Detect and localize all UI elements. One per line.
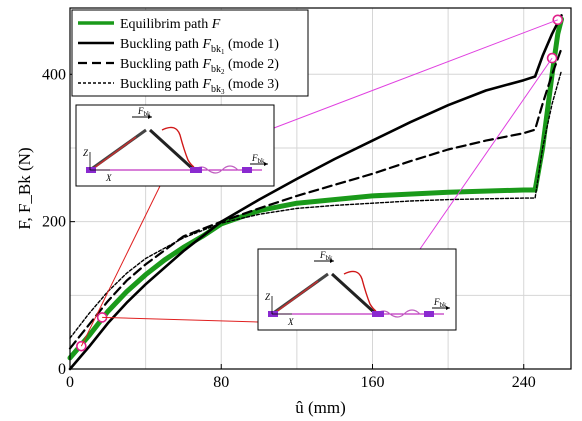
- legend-entry-3: Buckling path Fbk2 (mode 2): [120, 57, 279, 76]
- inset-curve: [343, 270, 377, 312]
- legend-entry-var: F: [201, 37, 211, 52]
- inset-curve: [161, 126, 195, 168]
- legend-entry-main: Buckling path: [120, 57, 202, 72]
- inset-frame: [75, 104, 275, 187]
- y-tick-label: 400: [42, 66, 66, 83]
- inset-label-z: Z: [83, 148, 89, 158]
- inset-label-z: Z: [265, 292, 271, 302]
- inset-label-top-sub: bk: [144, 110, 152, 118]
- inset-support-mid: [372, 311, 384, 317]
- legend-entry-var: F: [201, 77, 211, 92]
- leader-line-magenta-1: [273, 19, 558, 129]
- legend-entry-sub: bk: [211, 44, 221, 55]
- legend-entry-subsub: 3: [221, 88, 225, 96]
- x-tick-label: 160: [360, 374, 384, 391]
- legend-entry-main: Buckling path: [120, 37, 202, 52]
- legend-entry-suffix: (mode 3): [225, 77, 280, 92]
- inset-label-x: X: [287, 317, 294, 327]
- inset-label-right-sub: bk: [258, 157, 266, 165]
- legend-entry-subsub: 1: [221, 48, 225, 56]
- legend-entry-main: Equilibrim path: [120, 17, 212, 32]
- y-axis-label: F, F_Bk (N): [15, 147, 34, 229]
- x-axis-label: û (mm): [295, 398, 346, 417]
- legend-entry-main: Buckling path: [120, 77, 202, 92]
- legend-entry-var: F: [211, 17, 221, 32]
- legend-entry-suffix: (mode 2): [225, 57, 280, 72]
- inset-support-right: [242, 167, 252, 173]
- inset-right-arm: [148, 128, 196, 172]
- leader-lines: [80, 19, 558, 347]
- plot-frame: [69, 7, 572, 370]
- x-tick-label: 0: [66, 374, 74, 391]
- inset-right-arm: [330, 272, 378, 316]
- ticks: 0 80 160 240 0 200 400: [42, 66, 536, 391]
- inset-frame: [257, 248, 457, 331]
- inset-support-mid: [190, 167, 202, 173]
- inset-force-arrowhead-right: [264, 162, 268, 166]
- leader-line-magenta-2: [419, 57, 553, 250]
- inset-label-top-sub: bk: [326, 254, 334, 262]
- inset-left-strip: [93, 136, 137, 169]
- series-line-3: [68, 47, 563, 350]
- x-tick-label: 80: [213, 374, 229, 391]
- x-tick-label: 240: [512, 374, 536, 391]
- legend-entry-1: Equilibrim path F: [120, 17, 221, 32]
- leader-line-red-2: [102, 316, 259, 323]
- y-tick-label: 0: [58, 361, 66, 378]
- leader-line-red-1: [80, 185, 161, 347]
- legend-entry-suffix: (mode 1): [225, 37, 280, 52]
- inset-left-strip: [275, 280, 319, 313]
- legend-entry-sub: bk: [211, 84, 221, 95]
- legend-entry-4: Buckling path Fbk3 (mode 3): [120, 77, 279, 96]
- series-line-4: [69, 69, 563, 339]
- inset-support-right: [424, 311, 434, 317]
- inset-force-arrowhead-right: [446, 306, 450, 310]
- legend-entry-var: F: [201, 57, 211, 72]
- inset-force-arrowhead-top: [148, 115, 152, 119]
- inset-label-right-sub: bk: [440, 301, 448, 309]
- legend-entry-sub: bk: [211, 64, 221, 75]
- y-tick-label: 200: [42, 214, 66, 231]
- series-line-2: [68, 14, 563, 371]
- inset-label-x: X: [105, 173, 112, 183]
- inset-force-arrowhead-top: [330, 259, 334, 263]
- legend-entry-subsub: 2: [221, 68, 225, 76]
- series-layer: [67, 14, 564, 371]
- legend-entry-2: Buckling path Fbk1 (mode 1): [120, 37, 279, 56]
